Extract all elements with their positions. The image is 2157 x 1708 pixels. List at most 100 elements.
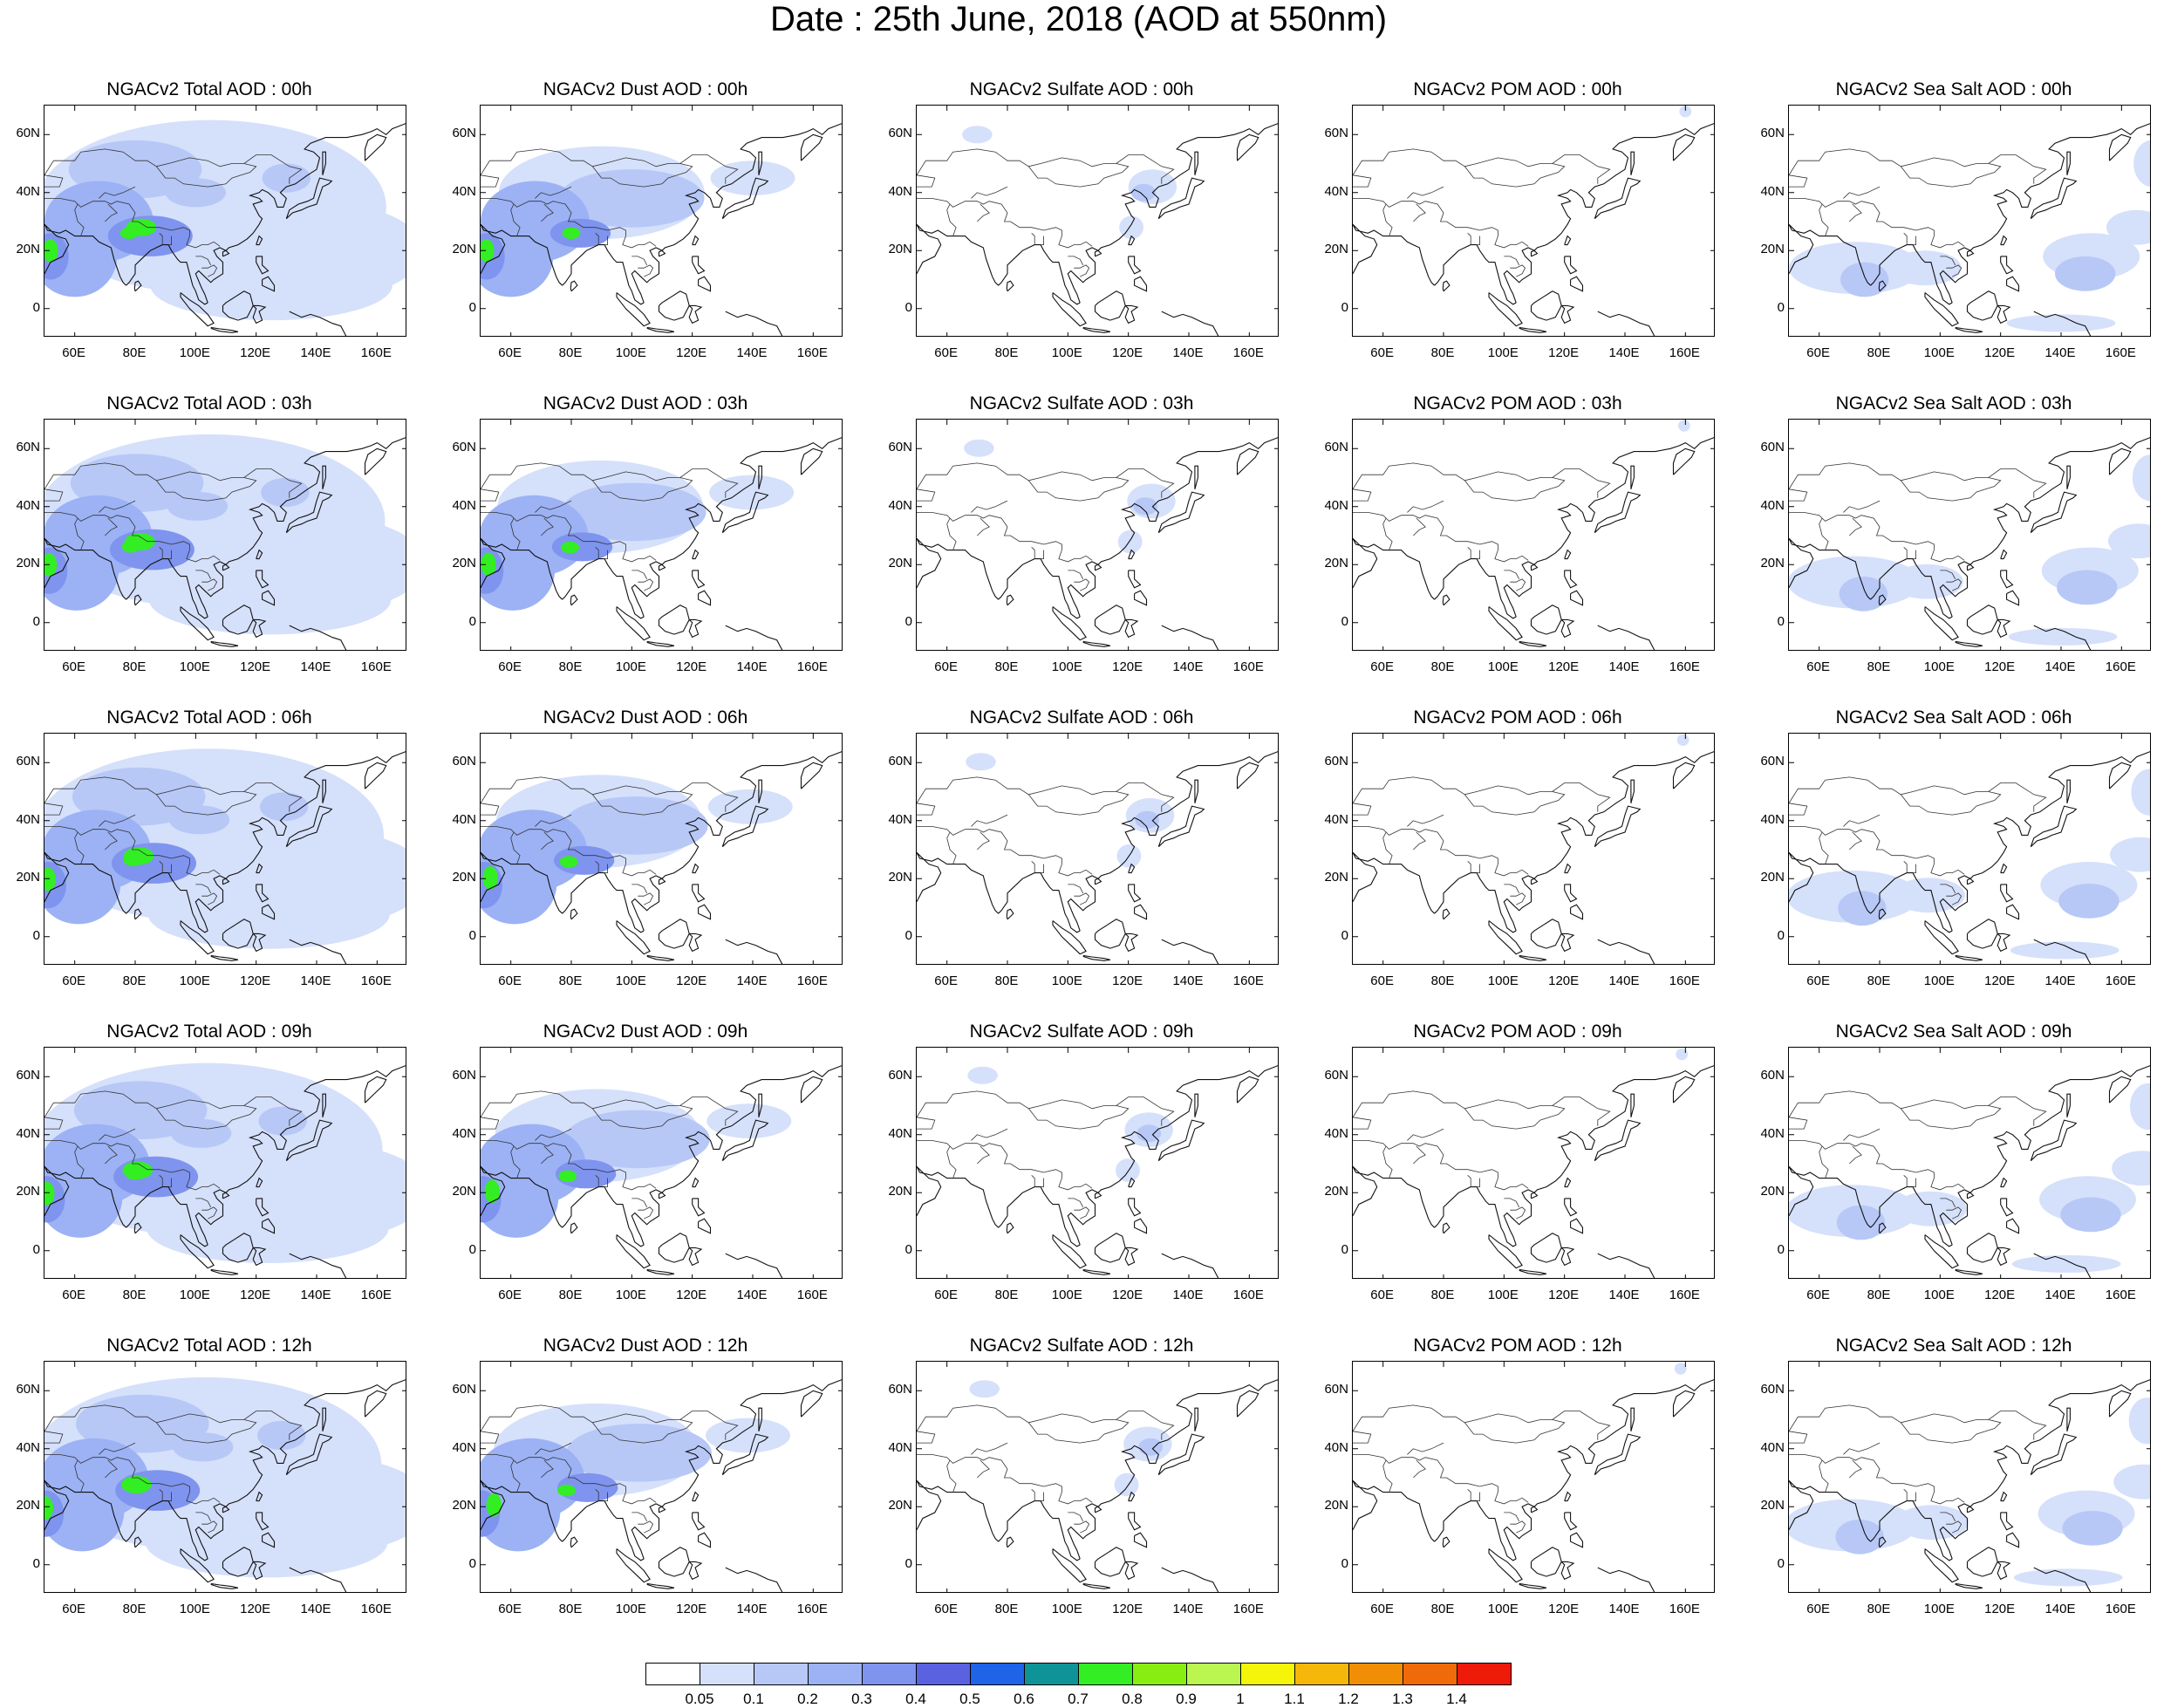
aod-plume (1131, 183, 1156, 202)
lat-tick-label: 40N (888, 811, 912, 827)
lon-tick-label: 100E (1923, 974, 1955, 988)
country-border (1940, 256, 1956, 266)
coastline (126, 244, 208, 305)
coastline (1128, 1177, 1136, 1188)
lon-tick-label: 60E (934, 345, 958, 360)
country-border (917, 462, 1175, 502)
country-border (510, 1145, 521, 1179)
coastline (1052, 920, 1087, 955)
coastline (562, 558, 645, 619)
coastline (692, 235, 700, 246)
country-border (1789, 198, 1965, 249)
coastline (721, 805, 769, 848)
coastline (1594, 1433, 1642, 1476)
coastline (1519, 640, 1547, 647)
country-border (946, 517, 957, 550)
coastline (1939, 1379, 2150, 1560)
lon-tick-label: 100E (179, 1288, 210, 1302)
lon-tick-label: 100E (1923, 1602, 1955, 1616)
aod-plume (127, 1481, 146, 1493)
country-border (481, 462, 739, 502)
lon-tick-label: 120E (1112, 974, 1143, 988)
lon-tick-label: 120E (1112, 1288, 1143, 1302)
coastline (758, 1407, 762, 1431)
map-svg (917, 1048, 1278, 1278)
lon-tick-label: 120E (240, 345, 271, 360)
coastline (725, 1253, 783, 1278)
lat-tick-label: 0 (1777, 1555, 1785, 1571)
country-border (1027, 163, 1130, 188)
lon-tick-label: 100E (1487, 974, 1519, 988)
country-border (1843, 1128, 1881, 1141)
coastline (1594, 1119, 1642, 1162)
lon-tick-label: 140E (2044, 659, 2076, 674)
coastline (1870, 558, 1953, 619)
coastline (692, 1491, 700, 1502)
lon-tick-label: 160E (1232, 1288, 1264, 1302)
lat-tick-label: 20N (1324, 1498, 1348, 1513)
coastline (1442, 280, 1451, 292)
country-border (510, 203, 521, 236)
lat-tick-label: 20N (1324, 1184, 1348, 1199)
coastline (1966, 1192, 1975, 1199)
coastline (256, 1198, 270, 1217)
lat-tick-label: 20N (452, 1184, 476, 1199)
country-border (1946, 264, 1962, 277)
aod-plume (44, 529, 119, 611)
coastline (698, 1532, 712, 1548)
lat-tick-label: 40N (452, 811, 476, 827)
country-border (971, 814, 1008, 827)
coastline (2030, 177, 2078, 220)
coastline (1052, 1548, 1087, 1583)
coastline (1564, 570, 1578, 589)
lon-tick-label: 60E (1806, 974, 1830, 988)
coastline (562, 1500, 645, 1561)
lon-tick-label: 140E (1608, 1288, 1640, 1302)
coastline (1353, 851, 1435, 914)
lon-tick-label: 100E (1487, 659, 1519, 674)
country-border (510, 517, 521, 550)
coastline (800, 1076, 823, 1103)
panel-title: NGACv2 Sea Salt AOD : 00h (1835, 79, 2072, 99)
map-frame (916, 1361, 1279, 1593)
coastline (1597, 1567, 1655, 1592)
coastline (256, 256, 270, 275)
lon-tick-label: 160E (1669, 345, 1700, 360)
country-border (1903, 233, 1908, 245)
coastline (1353, 1479, 1435, 1542)
aod-plume (1894, 1191, 1967, 1226)
lon-tick-label: 160E (360, 974, 392, 988)
country-border (1407, 1128, 1444, 1141)
country-border (1413, 517, 1426, 536)
coastline (1353, 223, 1435, 286)
coastline (1128, 1512, 1142, 1531)
lon-tick-label: 160E (1669, 1602, 1700, 1616)
lat-tick-label: 20N (1760, 1498, 1785, 1513)
country-border (1041, 1492, 1045, 1502)
coastline (1997, 304, 2011, 325)
coastline (1878, 280, 1887, 292)
country-border (604, 1178, 609, 1188)
country-border (105, 203, 118, 222)
country-border (1913, 236, 1917, 246)
coastline (1094, 1547, 1126, 1577)
aod-plume (125, 1168, 144, 1180)
country-border (99, 1442, 136, 1455)
panel-title: NGACv2 Sulfate AOD : 06h (969, 707, 1194, 728)
lat-tick-label: 40N (1324, 1125, 1348, 1141)
coastline (1503, 123, 1714, 304)
lat-tick-label: 60N (888, 126, 912, 141)
coastline (2006, 1532, 2020, 1548)
map-panel-total-0: NGACv2 Total AOD : 00h 60N 40N 20N 0 60E 80E 10… (0, 79, 419, 393)
colorbar-swatch (1024, 1663, 1079, 1685)
coastline (1157, 177, 1205, 220)
coastline (322, 151, 326, 175)
lat-tick-label: 60N (452, 1382, 476, 1397)
coastline (322, 1407, 326, 1431)
lon-tick-label: 80E (558, 974, 583, 988)
aod-plume (551, 532, 613, 562)
country-border (155, 163, 257, 188)
aod-plume (2132, 454, 2150, 502)
aod-plume (482, 866, 498, 890)
panel-title: NGACv2 Dust AOD : 00h (543, 79, 748, 99)
